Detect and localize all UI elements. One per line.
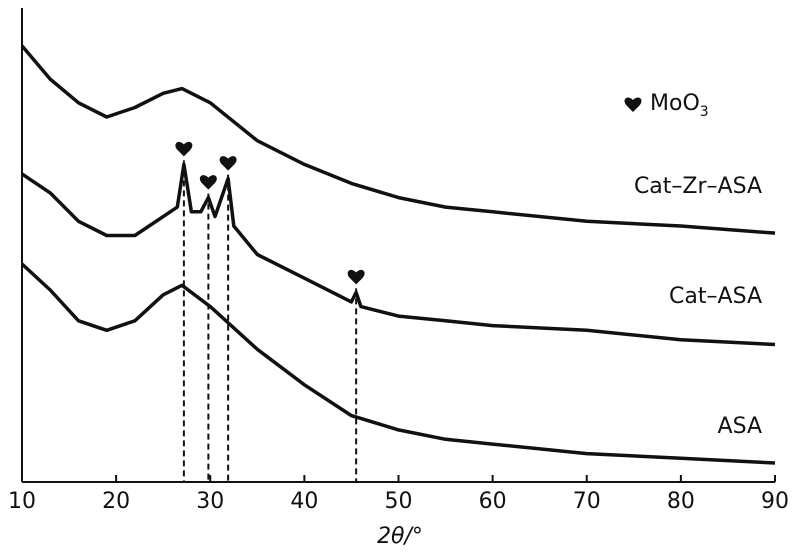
legend-sub: 3	[700, 104, 709, 120]
series-label: Cat–Zr–ASA	[634, 174, 762, 199]
series-line	[20, 262, 776, 465]
legend-text: MoO3	[650, 91, 709, 120]
x-tick-label: 20	[102, 489, 130, 514]
x-tick-label: 30	[196, 489, 224, 514]
x-tick-label: 90	[761, 489, 789, 514]
x-axis-label: 2θ/°	[377, 524, 423, 549]
peak-marker	[175, 141, 193, 157]
x-tick-label: 60	[479, 489, 507, 514]
x-tick-label: 80	[667, 489, 695, 514]
x-tick-label: 40	[290, 489, 318, 514]
series-label: Cat–ASA	[669, 284, 762, 309]
peak-marker	[219, 156, 237, 171]
x-tick-label: 50	[385, 489, 413, 514]
x-tick-label: 10	[8, 489, 36, 514]
legend-main: MoO	[650, 91, 700, 116]
x-tick-label: 70	[573, 489, 601, 514]
legend-heart	[624, 97, 642, 112]
series-line	[20, 44, 776, 235]
peak-marker	[347, 269, 365, 285]
peak-marker	[199, 175, 217, 190]
series-label: ASA	[718, 414, 762, 439]
